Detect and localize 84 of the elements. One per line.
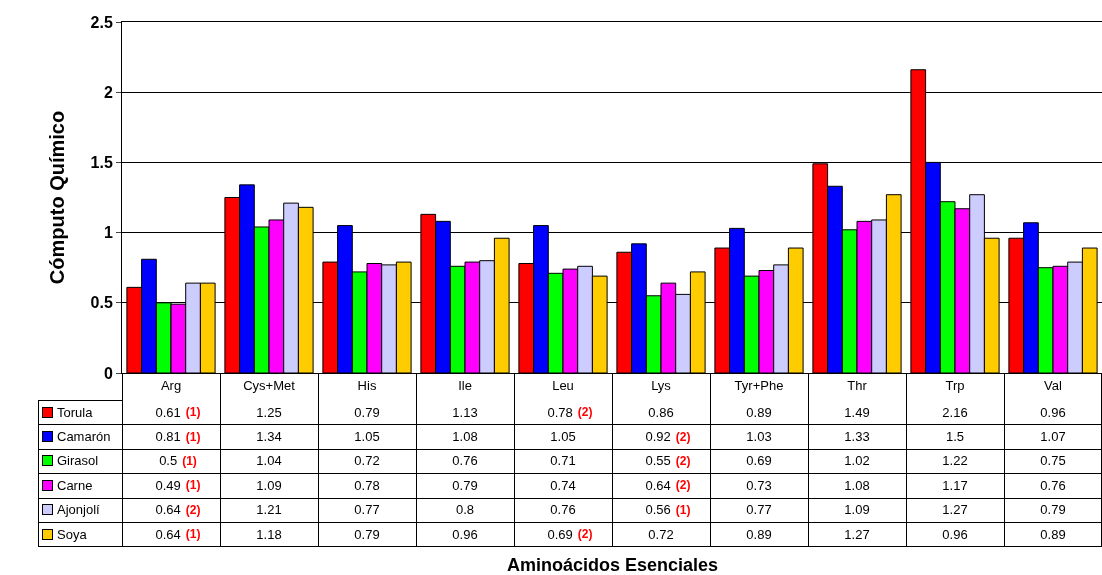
data-label: 1.09 bbox=[843, 501, 871, 520]
data-label: 0.77 bbox=[353, 501, 381, 520]
data-label: 0.79 bbox=[353, 403, 381, 422]
data-label: 1.05 bbox=[549, 428, 577, 447]
x-tick-label: Val bbox=[1044, 377, 1063, 393]
data-label: 1.02 bbox=[843, 452, 871, 471]
data-label: 0.76 bbox=[451, 452, 479, 471]
data-label: 0.89 bbox=[1039, 525, 1067, 544]
data-label: 0.86 bbox=[647, 403, 675, 422]
data-label: 0.96 bbox=[451, 525, 479, 544]
data-label: 1.21 bbox=[255, 501, 283, 520]
data-label: 1.07 bbox=[1039, 428, 1067, 447]
data-label: 1.34 bbox=[255, 428, 283, 447]
data-label: 0.96 bbox=[941, 525, 969, 544]
x-tick-label: Leu bbox=[552, 377, 574, 393]
y-tick-label: 1 bbox=[103, 224, 113, 242]
data-label: 0.5 (1) bbox=[159, 453, 197, 469]
data-label: 0.55 (2) bbox=[645, 453, 691, 469]
legend-label: Ajonjolí bbox=[57, 502, 100, 518]
x-tick-label: Arg bbox=[160, 377, 182, 393]
x-tick-label: His bbox=[357, 377, 377, 393]
data-label: 0.56 (1) bbox=[645, 502, 691, 518]
data-label: 1.5 bbox=[944, 428, 966, 447]
data-label: 0.8 bbox=[454, 501, 476, 520]
data-label: 0.69 (2) bbox=[547, 526, 593, 542]
data-label: 0.76 bbox=[1039, 476, 1067, 495]
data-label: 0.76 bbox=[549, 501, 577, 520]
data-label: 1.04 bbox=[255, 452, 283, 471]
data-label: 0.64 (2) bbox=[645, 477, 691, 493]
y-tick-label: 0 bbox=[103, 364, 113, 382]
data-label: 0.78 bbox=[353, 476, 381, 495]
data-label: 0.79 bbox=[1039, 501, 1067, 520]
data-label: 0.81 (1) bbox=[155, 429, 201, 445]
data-label: 1.49 bbox=[843, 403, 871, 422]
y-tick-label: 1.5 bbox=[90, 154, 113, 171]
x-tick-label: Lys bbox=[651, 377, 672, 393]
data-label: 2.16 bbox=[941, 403, 969, 422]
data-label: 0.64 (2) bbox=[155, 502, 201, 518]
y-tick-label: 2 bbox=[103, 83, 113, 101]
data-label: 1.09 bbox=[255, 476, 283, 495]
data-label: 0.73 bbox=[745, 476, 773, 495]
data-label: 0.77 bbox=[745, 501, 773, 520]
data-label: 0.89 bbox=[745, 403, 773, 422]
y-axis-title: Cómputo Químico bbox=[46, 110, 69, 285]
y-tick-label: 0.5 bbox=[90, 294, 113, 312]
data-label: 1.08 bbox=[843, 476, 871, 495]
legend-label: Torula bbox=[57, 404, 93, 420]
data-label: 1.05 bbox=[353, 428, 381, 447]
data-label: 0.92 (2) bbox=[645, 429, 691, 445]
x-tick-label: Thr bbox=[847, 377, 868, 393]
data-label: 0.71 bbox=[549, 452, 577, 471]
data-label: 1.27 bbox=[843, 525, 871, 544]
data-label: 1.08 bbox=[451, 428, 479, 447]
data-label: 0.79 bbox=[451, 476, 479, 495]
data-label: 0.78 (2) bbox=[547, 404, 593, 420]
data-label: 1.27 bbox=[941, 501, 969, 520]
data-label: 0.61 (1) bbox=[155, 404, 201, 420]
data-label: 1.33 bbox=[843, 428, 871, 447]
data-label: 0.79 bbox=[353, 525, 381, 544]
data-label: 0.72 bbox=[647, 525, 675, 544]
data-label: 0.89 bbox=[745, 525, 773, 544]
data-label: 0.74 bbox=[549, 476, 577, 495]
data-label: 1.03 bbox=[745, 428, 773, 447]
legend-label: Soya bbox=[57, 526, 87, 542]
data-label: 1.13 bbox=[451, 403, 479, 422]
data-label: 1.22 bbox=[941, 452, 969, 471]
x-tick-label: Trp bbox=[945, 377, 965, 393]
data-label: 0.64 (1) bbox=[155, 526, 201, 542]
data-label: 0.69 bbox=[745, 452, 773, 471]
data-label: 1.25 bbox=[255, 403, 283, 422]
legend-label: Carne bbox=[57, 477, 93, 493]
data-label: 0.72 bbox=[353, 452, 381, 471]
x-tick-label: Cys+Met bbox=[243, 377, 296, 393]
x-tick-label: Tyr+Phe bbox=[734, 377, 784, 393]
data-label: 0.96 bbox=[1039, 403, 1067, 422]
y-tick-label: 2.5 bbox=[90, 13, 113, 31]
data-label: 0.75 bbox=[1039, 452, 1067, 471]
text: Aminoácidos Esenciales bbox=[507, 555, 719, 575]
data-label: 1.17 bbox=[941, 476, 969, 495]
legend-label: Camarón bbox=[57, 429, 111, 445]
x-tick-label: Ile bbox=[458, 377, 472, 393]
data-label: 0.49 (1) bbox=[155, 477, 201, 493]
legend-label: Girasol bbox=[57, 453, 99, 469]
data-label: 1.18 bbox=[255, 525, 283, 544]
